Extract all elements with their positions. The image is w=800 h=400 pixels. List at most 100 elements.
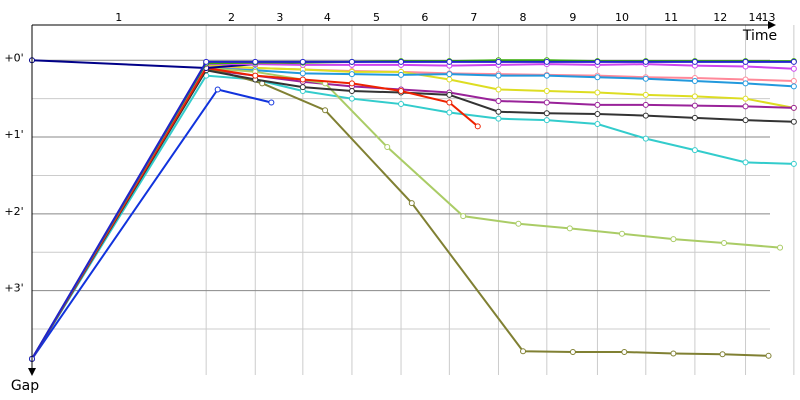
data-point [790,83,797,90]
data-point [203,58,210,65]
data-point [642,101,649,108]
data-point [446,71,453,78]
series-line [31,66,479,360]
data-point [777,244,784,251]
data-point [642,58,649,65]
series-line [31,88,272,360]
data-point [348,80,355,87]
data-point [446,91,453,98]
data-point [322,107,329,114]
data-point [348,58,355,65]
data-point [384,144,391,151]
x-tick-label: 14 [749,11,763,24]
series-group [29,57,797,362]
x-tick-label: 3 [276,11,283,24]
x-tick-label: 13 [762,11,776,24]
series-line [31,63,794,360]
data-point [742,80,749,87]
y-axis-title: Gap [11,378,39,394]
data-point [268,99,275,106]
data-point [621,348,628,355]
data-point [299,76,306,83]
data-point [543,99,550,106]
data-point [790,160,797,167]
series-line [31,66,781,360]
data-point [642,75,649,82]
data-point [495,108,502,115]
data-point [495,86,502,93]
data-point [252,72,259,79]
x-tick-label: 6 [421,11,428,24]
data-point [790,65,797,72]
series-line [31,69,794,360]
x-tick-label: 12 [713,11,727,24]
data-point [543,117,550,124]
data-point [398,101,405,108]
data-point [691,93,698,100]
data-point [670,236,677,243]
data-point [398,88,405,95]
data-point [691,114,698,121]
series-line [31,63,795,360]
data-point [790,78,797,85]
data-point [691,102,698,109]
data-point [446,58,453,65]
y-tick-label: +3' [4,282,23,295]
data-point [348,88,355,95]
data-point [495,72,502,79]
data-point [721,239,728,246]
data-point [408,200,415,207]
data-point [742,159,749,166]
data-point [446,99,453,106]
data-point [398,58,405,65]
data-point [642,91,649,98]
data-point [790,58,797,65]
x-tick-label: 2 [228,11,235,24]
data-point [543,72,550,79]
data-point [515,220,522,227]
x-tick-label: 9 [569,11,576,24]
x-tick-label: 8 [520,11,527,24]
x-axis-title: Time [742,28,777,44]
data-point [543,110,550,117]
data-point [398,71,405,78]
x-tick-label: 7 [470,11,477,24]
data-point [474,123,481,130]
data-point [642,135,649,142]
data-point [765,352,772,359]
data-point [566,225,573,232]
x-tick-label: 5 [373,11,380,24]
data-point [691,147,698,154]
y-tick-label: +1' [4,128,23,141]
data-point [594,89,601,96]
data-point [619,230,626,237]
data-point [742,103,749,110]
data-point [446,76,453,83]
data-point [569,348,576,355]
series-line [31,66,794,360]
data-point [252,58,259,65]
data-point [790,118,797,125]
data-point [299,58,306,65]
data-point [742,117,749,124]
data-point [742,95,749,102]
data-point [594,58,601,65]
data-point [495,58,502,65]
data-point [742,58,749,65]
data-point [495,97,502,104]
data-point [691,78,698,85]
data-point [594,111,601,118]
x-tick-label: 11 [664,11,678,24]
y-tick-label: +0' [4,51,23,64]
data-point [299,84,306,91]
series-line [31,65,794,360]
data-point [543,88,550,95]
data-point [299,70,306,77]
data-point [348,95,355,102]
data-point [495,115,502,122]
data-point [520,348,527,355]
series-line [31,60,794,360]
data-point [348,71,355,78]
